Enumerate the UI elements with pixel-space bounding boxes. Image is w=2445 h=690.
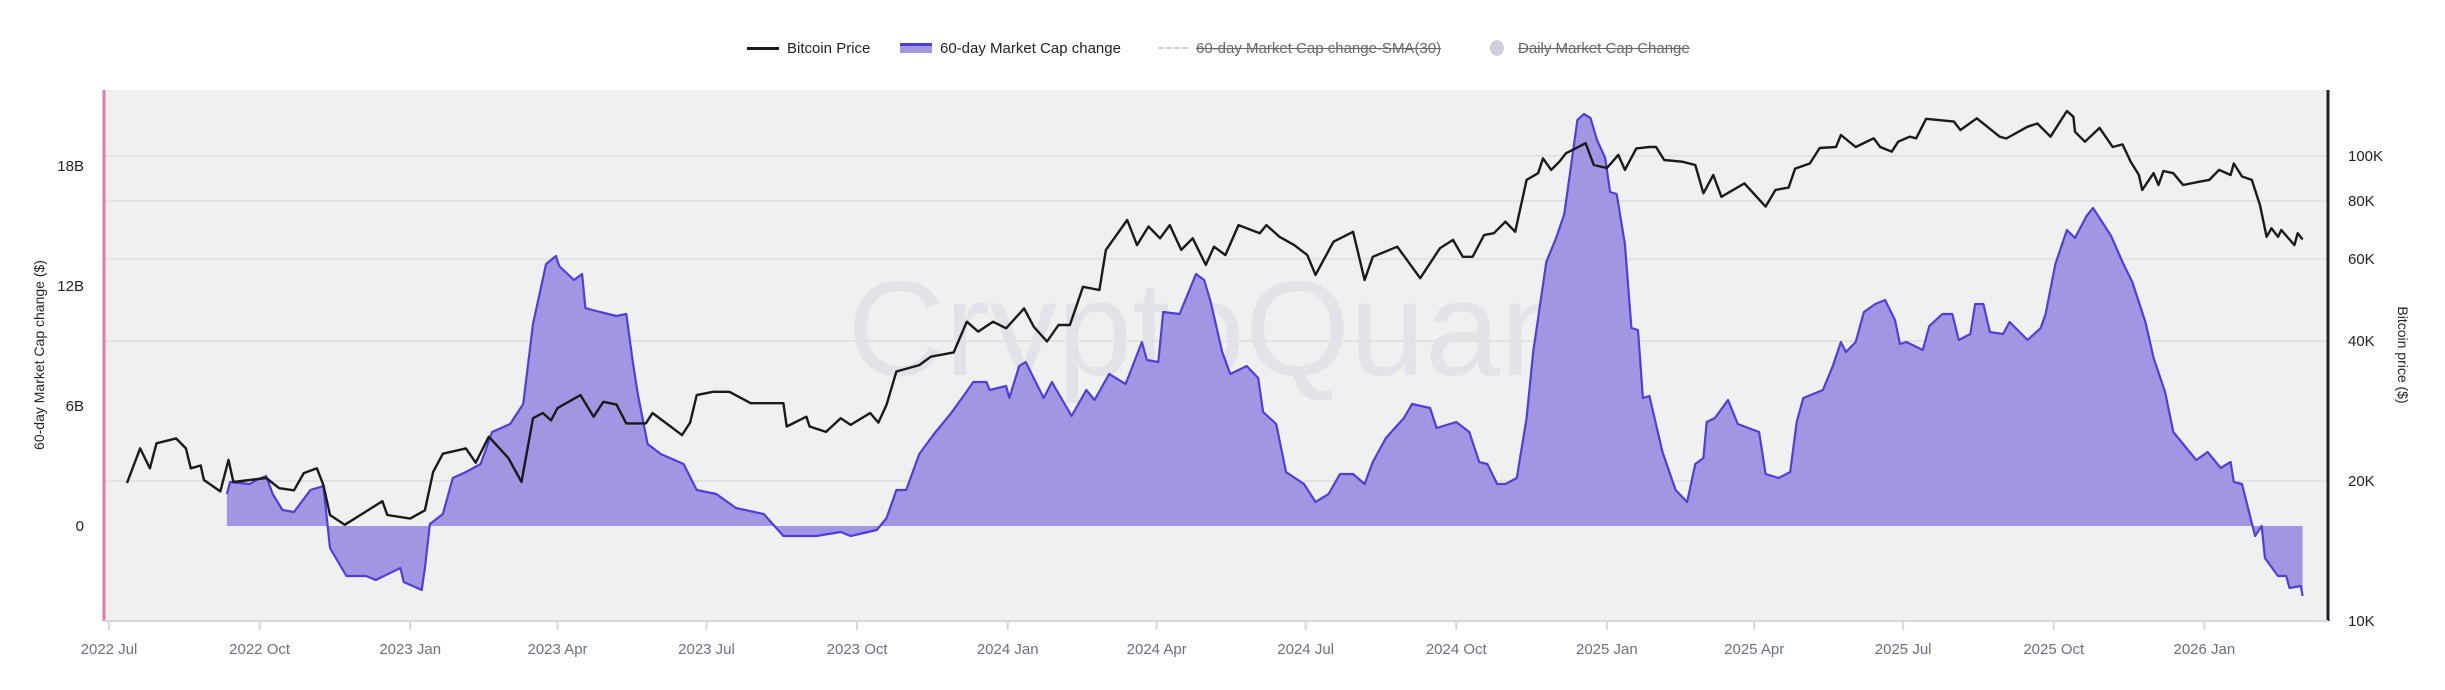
right-tick-label: 10K	[2348, 613, 2375, 630]
right-tick-label: 20K	[2348, 473, 2375, 490]
left-axis-ticks: 0 6B 12B 18B	[57, 158, 84, 535]
right-axis-ticks: 10K 20K 40K 60K 80K 100K	[2348, 148, 2383, 630]
legend-item-bitcoin-price[interactable]: Bitcoin Price	[747, 36, 870, 60]
x-tick-label: 2023 Jan	[379, 641, 441, 658]
x-tick-label: 2025 Jan	[1576, 641, 1638, 658]
x-tick-label: 2024 Apr	[1127, 641, 1187, 658]
left-tick-label: 0	[76, 518, 84, 535]
x-tick-label: 2024 Oct	[1426, 641, 1488, 658]
right-tick-label: 80K	[2348, 193, 2375, 210]
legend-label: Bitcoin Price	[787, 39, 871, 57]
right-tick-label: 60K	[2348, 251, 2375, 268]
x-tick-label: 2023 Jul	[678, 641, 735, 658]
x-tick-label: 2025 Jul	[1875, 641, 1932, 658]
bitcoin-price-line	[125, 109, 2304, 526]
left-axis-title: 60-day Market Cap change ($)	[31, 260, 47, 450]
legend-item-daily-change[interactable]: Daily Market Cap Change	[1490, 36, 1690, 60]
x-tick-label: 2023 Oct	[827, 641, 889, 658]
legend-label: 60-day Market Cap change-SMA(30)	[1196, 39, 1442, 57]
line-swatch-icon	[747, 46, 779, 50]
right-axis-title: Bitcoin price ($)	[2395, 306, 2411, 403]
legend-label: Daily Market Cap Change	[1518, 39, 1690, 57]
left-tick-label: 18B	[57, 158, 84, 175]
market-cap-change-line	[225, 112, 2304, 597]
circle-swatch-icon	[1490, 40, 1504, 56]
legend: Bitcoin Price 60-day Market Cap change 6…	[0, 36, 2445, 60]
left-tick-label: 6B	[66, 398, 84, 415]
x-tick-label: 2026 Jan	[2173, 641, 2235, 658]
x-tick-label: 2024 Jul	[1277, 641, 1334, 658]
legend-label: 60-day Market Cap change	[940, 39, 1121, 57]
left-tick-label: 12B	[57, 278, 84, 295]
area-swatch-icon	[900, 43, 932, 53]
dashed-line-swatch-icon	[1158, 47, 1188, 49]
right-tick-label: 40K	[2348, 333, 2375, 350]
legend-item-market-cap-change[interactable]: 60-day Market Cap change	[900, 36, 1121, 60]
x-axis-ticks: 2022 Jul 2022 Oct 2023 Jan 2023 Apr 2023 Jul…	[81, 621, 2235, 658]
x-tick-label: 2025 Oct	[2023, 641, 2085, 658]
x-tick-label: 2022 Oct	[229, 641, 291, 658]
x-tick-label: 2025 Apr	[1724, 641, 1784, 658]
x-tick-label: 2022 Jul	[81, 641, 138, 658]
legend-item-sma30[interactable]: 60-day Market Cap change-SMA(30)	[1158, 36, 1441, 60]
right-tick-label: 100K	[2348, 148, 2383, 165]
x-tick-label: 2023 Apr	[528, 641, 588, 658]
x-tick-label: 2024 Jan	[977, 641, 1039, 658]
